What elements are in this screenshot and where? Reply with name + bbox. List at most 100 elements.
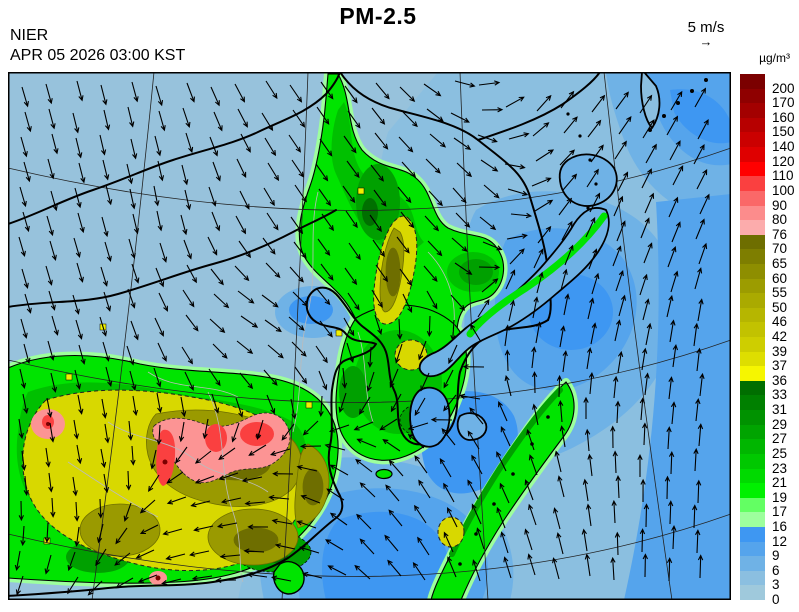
- colorbar-segment: [740, 468, 765, 484]
- colorbar-tick-label: 42: [772, 329, 788, 344]
- colorbar-tick-label: 23: [772, 460, 788, 476]
- colorbar-tick-label: 27: [772, 431, 788, 447]
- colorbar-segment: [740, 453, 765, 469]
- colorbar-tick-label: 46: [772, 314, 788, 330]
- colorbar-tick-label: 36: [772, 372, 788, 388]
- colorbar-tick-label: 140: [772, 139, 795, 155]
- colorbar-tick-label: 21: [772, 475, 788, 491]
- pm-region: [322, 511, 450, 600]
- colorbar-tick-label: 25: [772, 445, 788, 461]
- wind-vectors: [14, 80, 710, 596]
- datetime-label: APR 05 2026 03:00 KST: [10, 47, 186, 64]
- colorbar-tick-label: 29: [772, 416, 788, 432]
- colorbar-tick-label: 6: [772, 562, 780, 578]
- colorbar-segment: [740, 263, 765, 280]
- colorbar-tick-label: 12: [772, 533, 788, 549]
- colorbar-segment: [740, 483, 765, 499]
- wind-scale-legend: 5 m/s →: [668, 19, 744, 49]
- pm-region: [331, 102, 424, 252]
- colorbar-segment: [740, 497, 765, 513]
- islands: [272, 71, 708, 595]
- colorbar-tick-label: 39: [772, 343, 788, 359]
- small-islands: [458, 78, 708, 566]
- pm-red-layer: [31, 409, 291, 585]
- colorbar-segment: [740, 249, 765, 265]
- colorbar-tick-label: 37: [772, 358, 788, 374]
- colorbar-segment: [740, 526, 765, 543]
- island-hokkaido: [558, 153, 618, 207]
- colorbar-segment: [740, 380, 765, 396]
- colorbar-tick-label: 70: [772, 241, 788, 257]
- colorbar-segment: [740, 424, 765, 440]
- page-title: PM-2.5: [339, 3, 417, 29]
- colorbar-segment: [740, 190, 765, 206]
- pm-field: [4, 70, 731, 604]
- border-line: [7, 71, 341, 225]
- wind-arrow-glyphs: [14, 80, 710, 596]
- colorbar-tick-label: 55: [772, 285, 788, 301]
- colorbar-segment: [740, 88, 765, 104]
- colorbar-segment: [740, 351, 765, 367]
- pm-region: [670, 89, 731, 144]
- colorbar-segment: [740, 541, 765, 557]
- colorbar-segment: [740, 117, 765, 133]
- colorbar-segment: [740, 132, 765, 148]
- colorbar-tick-label: 150: [772, 124, 795, 140]
- colorbar-tick-label: 110: [772, 168, 794, 184]
- colorbar-tick-label: 50: [772, 299, 788, 315]
- island-kyushu: [409, 386, 451, 448]
- island-shikoku: [456, 412, 488, 441]
- colorbar-tick-label: 65: [772, 255, 788, 271]
- pm-region: [624, 194, 731, 600]
- colorbar-segment: [740, 74, 765, 90]
- colorbar-unit-label: µg/m³: [759, 51, 790, 65]
- map-frame: [8, 72, 731, 600]
- colorbar-tick-label: 100: [772, 182, 795, 198]
- colorbar-tick-label: 170: [772, 95, 795, 111]
- colorbar-segment: [740, 366, 765, 382]
- colorbar-segment: [740, 161, 765, 177]
- wind-scale-arrow-icon: →: [699, 34, 713, 49]
- colorbar-segment: [740, 103, 765, 119]
- colorbar-segment: [740, 293, 765, 309]
- colorbar-tick-label: 90: [772, 197, 788, 213]
- island-jeju: [375, 468, 393, 480]
- colorbar-segment: [740, 234, 765, 250]
- colorbar-tick-label: 76: [772, 226, 788, 242]
- colorbar-segment: [740, 147, 765, 163]
- border-line: [477, 71, 601, 141]
- colorbar-tick-label: 3: [772, 577, 780, 593]
- island-outline: [272, 560, 305, 595]
- colorbar-tick-label: 9: [772, 548, 780, 564]
- colorbar-segment: [740, 176, 765, 192]
- colorbar-tick-label: 16: [772, 518, 788, 534]
- colorbar-tick-label: 60: [772, 270, 788, 286]
- colorbar-segment: [740, 570, 765, 586]
- colorbar-segment: [740, 410, 765, 426]
- colorbar-segment: [740, 278, 765, 294]
- colorbar-tick-label: 160: [772, 109, 795, 125]
- colorbar-tick-label: 120: [772, 153, 795, 169]
- colorbar-segment: [740, 220, 765, 236]
- colorbar-segment: [740, 205, 765, 221]
- colorbar-segment: [740, 322, 765, 338]
- wind-scale-label: 5 m/s: [687, 19, 725, 36]
- colorbar: 200 170 160 150 140 120 110 100 90 80 76 70 65 60 55 50…: [740, 74, 799, 608]
- colorbar-segment: [740, 307, 765, 323]
- pm25-map: [4, 70, 732, 604]
- colorbar-tick-label: 31: [772, 402, 788, 418]
- island-sakhalin: [640, 71, 661, 129]
- colorbar-tick-label: 19: [772, 489, 788, 505]
- colorbar-tick-label: 80: [772, 212, 788, 228]
- colorbar-tick-label: 17: [772, 504, 788, 520]
- colorbar-tick-label: 0: [772, 592, 780, 607]
- colorbar-segment: [740, 512, 765, 528]
- colorbar-segment: [740, 585, 765, 601]
- pm-region: [289, 296, 333, 324]
- colorbar-tick-label: 200: [772, 80, 795, 96]
- colorbar-segment: [740, 556, 765, 572]
- colorbar-segment: [740, 439, 765, 455]
- colorbar-tick-label: 33: [772, 387, 788, 403]
- colorbar-segment: [740, 337, 765, 353]
